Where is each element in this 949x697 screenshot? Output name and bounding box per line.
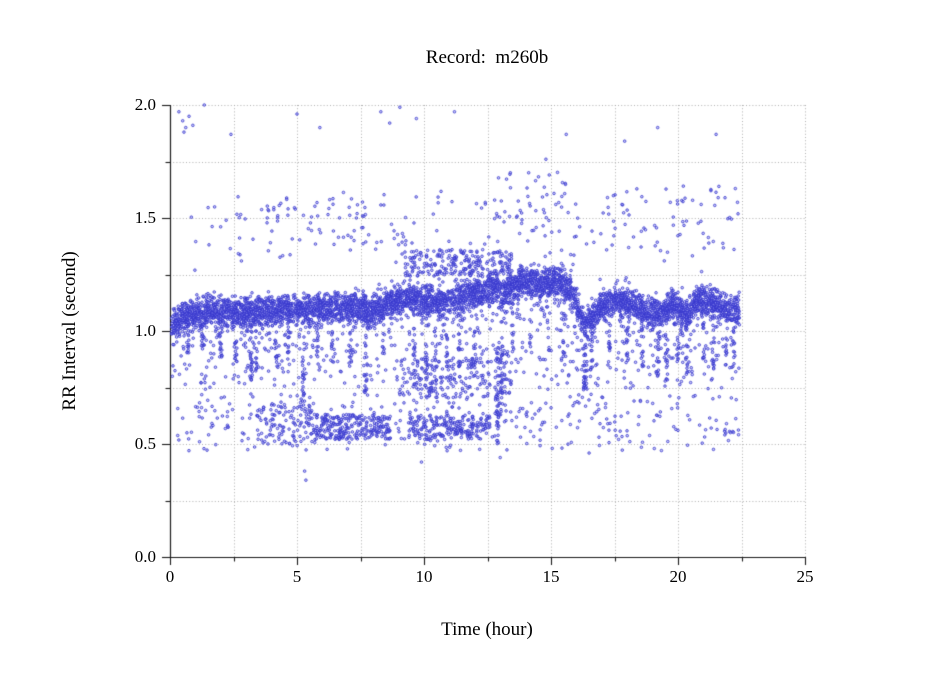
chart-title: Record: m260b [425, 47, 549, 68]
x-tick-label: 15 [542, 567, 560, 586]
y-tick-label: 1.5 [134, 208, 156, 227]
x-tick-label: 25 [796, 567, 814, 586]
y-tick-label: 0.0 [134, 547, 156, 566]
x-tick-label: 5 [292, 567, 302, 586]
x-tick-label: 10 [415, 567, 433, 586]
x-tick-label: 20 [669, 567, 687, 586]
y-tick-label: 1.0 [134, 321, 156, 340]
x-tick-label: 0 [165, 567, 175, 586]
y-axis-title: RR Interval (second) [59, 251, 80, 411]
y-tick-label: 0.5 [134, 434, 156, 453]
y-tick-label: 2.0 [134, 95, 156, 114]
x-axis-title: Time (hour) [441, 619, 533, 640]
